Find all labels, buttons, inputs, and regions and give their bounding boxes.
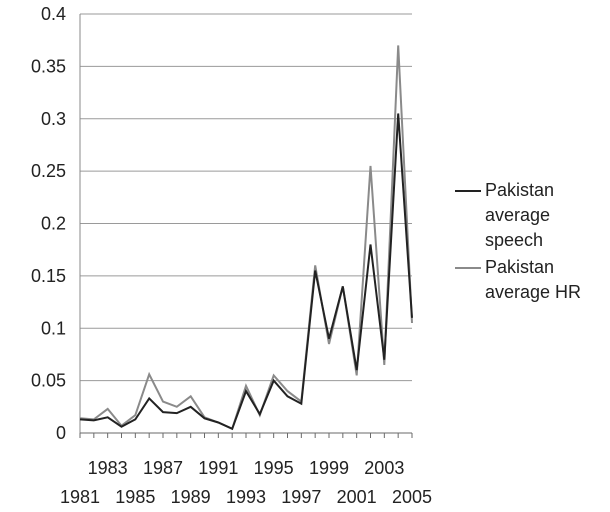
- y-tick-label: 0.3: [41, 109, 66, 129]
- x-tick-label-upper: 1987: [143, 458, 183, 478]
- data-series: [79, 45, 413, 431]
- y-tick-label: 0.2: [41, 214, 66, 234]
- x-tick-labels: 1983 1987 1991 1995 1999 2003 1981 1985 1989 1993…: [60, 458, 432, 507]
- x-tick-label-lower: 1997: [281, 487, 321, 507]
- x-tick-label-lower: 1981: [60, 487, 100, 507]
- x-tick-label-lower: 1989: [171, 487, 211, 507]
- legend-label-hr: Pakistan average HR: [485, 257, 582, 302]
- y-tick-label: 0: [56, 423, 66, 443]
- x-tick-label-lower: 1985: [115, 487, 155, 507]
- x-tick-label-upper: 1999: [309, 458, 349, 478]
- x-tick-label-lower: 1993: [226, 487, 266, 507]
- axes: [79, 14, 413, 438]
- x-tick-label-upper: 1991: [198, 458, 238, 478]
- y-tick-labels: 0 0.05 0.1 0.15 0.2 0.25 0.3 0.35 0.4: [31, 4, 66, 443]
- legend-item-speech: Pakistan average speech: [455, 178, 605, 253]
- series-line-speech: [79, 113, 413, 431]
- y-tick-label: 0.4: [41, 4, 66, 24]
- legend-item-hr: Pakistan average HR: [455, 255, 605, 305]
- y-tick-label: 0.1: [41, 318, 66, 338]
- series-line-hr: [79, 45, 413, 431]
- chart-legend: Pakistan average speech Pakistan average…: [455, 178, 605, 307]
- x-tick-label-lower: 2001: [337, 487, 377, 507]
- x-tick-label-upper: 1983: [88, 458, 128, 478]
- x-tick-label-upper: 1995: [254, 458, 294, 478]
- y-tick-label: 0.25: [31, 161, 66, 181]
- y-tick-label: 0.35: [31, 56, 66, 76]
- legend-swatch-hr: [455, 267, 481, 269]
- y-tick-label: 0.05: [31, 371, 66, 391]
- y-tick-label: 0.15: [31, 266, 66, 286]
- legend-label-speech: Pakistan average speech: [485, 180, 555, 250]
- grid-lines: [80, 13, 412, 382]
- x-tick-label-lower: 2005: [392, 487, 432, 507]
- legend-swatch-speech: [455, 190, 481, 192]
- x-tick-label-upper: 2003: [364, 458, 404, 478]
